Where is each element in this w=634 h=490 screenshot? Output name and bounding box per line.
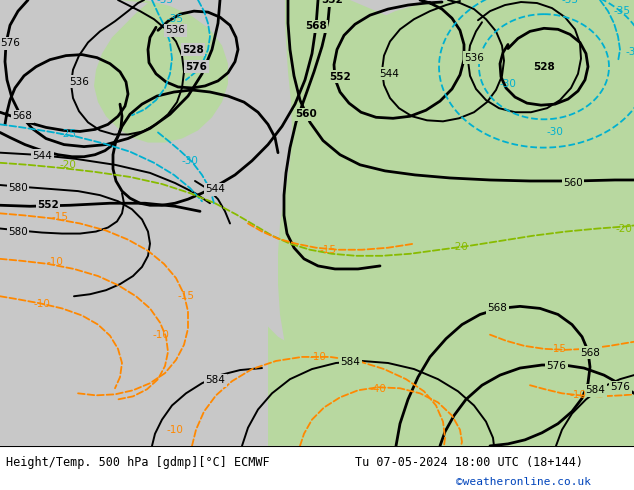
Text: 576: 576 [610,382,630,392]
Text: 552: 552 [37,200,59,210]
Text: -15: -15 [550,344,567,354]
Text: 580: 580 [8,226,28,237]
Polygon shape [94,0,228,143]
Text: -35: -35 [157,0,174,5]
Text: -10: -10 [153,330,169,340]
Text: -10: -10 [569,391,586,400]
Text: -30: -30 [181,156,198,166]
Polygon shape [278,0,634,446]
Text: 576: 576 [185,62,207,72]
Text: -35: -35 [167,14,183,24]
Text: 584: 584 [585,385,605,395]
Text: -35: -35 [626,47,634,56]
Text: 552: 552 [321,0,343,5]
Text: -10: -10 [46,257,63,267]
Text: -15: -15 [51,212,68,222]
Text: -15: -15 [320,245,337,255]
Text: 576: 576 [546,361,566,371]
Polygon shape [0,0,634,446]
Text: Height/Temp. 500 hPa [gdmp][°C] ECMWF: Height/Temp. 500 hPa [gdmp][°C] ECMWF [6,456,270,469]
Text: 528: 528 [533,62,555,72]
Text: 536: 536 [464,52,484,63]
Polygon shape [268,324,634,446]
Text: 560: 560 [563,178,583,188]
Text: 568: 568 [487,303,507,314]
Text: -20: -20 [451,242,469,252]
Polygon shape [320,0,634,97]
Text: 544: 544 [205,184,225,194]
Text: 584: 584 [205,375,225,385]
Text: 568: 568 [12,111,32,122]
Text: 544: 544 [379,69,399,79]
Polygon shape [0,446,634,490]
Text: 576: 576 [0,39,20,49]
Text: 544: 544 [32,151,52,161]
Text: -30: -30 [547,127,564,138]
Text: 584: 584 [340,357,360,367]
Text: -20: -20 [616,223,633,234]
Text: 568: 568 [305,21,327,31]
Text: -30: -30 [500,79,517,89]
Text: Tu 07-05-2024 18:00 UTC (18+144): Tu 07-05-2024 18:00 UTC (18+144) [355,456,583,469]
Text: 536: 536 [165,25,185,35]
Text: -20: -20 [60,160,77,170]
Text: 536: 536 [69,77,89,87]
Text: -25: -25 [60,129,77,140]
Text: 552: 552 [329,72,351,82]
Text: 568: 568 [580,348,600,358]
Text: 560: 560 [295,109,317,119]
Text: 528: 528 [182,45,204,54]
Text: -40: -40 [370,384,387,394]
Text: -35: -35 [562,0,578,5]
Text: -35: -35 [614,6,630,16]
Text: -15: -15 [178,291,195,301]
Text: -10: -10 [309,352,327,362]
Text: -10: -10 [34,299,51,309]
Text: -10: -10 [167,425,183,435]
Text: ©weatheronline.co.uk: ©weatheronline.co.uk [456,477,592,487]
Text: 580: 580 [8,183,28,193]
